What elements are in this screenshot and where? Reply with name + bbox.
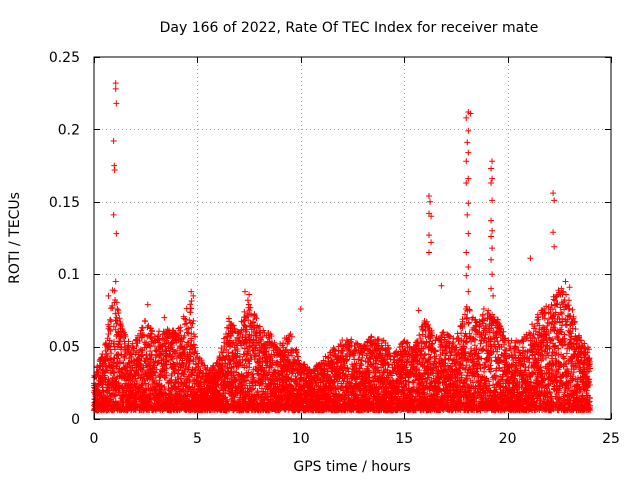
data-point <box>108 318 115 325</box>
data-point <box>140 364 147 371</box>
data-point <box>126 346 133 353</box>
data-point <box>147 348 154 355</box>
data-point <box>145 342 152 349</box>
data-point <box>368 333 375 340</box>
data-point <box>113 314 120 321</box>
data-point <box>111 338 118 345</box>
data-point <box>105 376 112 383</box>
data-point <box>96 366 103 373</box>
data-point <box>111 354 118 361</box>
data-point <box>129 340 136 347</box>
data-point <box>111 369 118 376</box>
data-point <box>138 360 145 367</box>
data-point <box>112 378 119 385</box>
data-point <box>150 377 157 384</box>
data-point <box>138 392 145 399</box>
data-point <box>136 337 143 344</box>
grid-lines <box>94 57 611 419</box>
data-point <box>104 352 111 359</box>
data-point <box>184 329 191 336</box>
data-point <box>188 305 195 312</box>
data-point <box>111 346 118 353</box>
data-point <box>106 337 113 344</box>
data-point <box>99 381 106 388</box>
data-point <box>139 325 146 332</box>
data-point <box>244 297 251 304</box>
data-point <box>115 310 122 317</box>
data-point <box>109 304 116 311</box>
data-point <box>151 370 158 377</box>
data-point <box>138 382 145 389</box>
data-point <box>148 351 155 358</box>
data-point <box>144 324 151 331</box>
data-point <box>142 318 149 325</box>
data-point <box>121 331 128 338</box>
data-point <box>181 321 188 328</box>
data-point <box>109 362 116 369</box>
data-point <box>147 325 154 332</box>
data-point <box>118 322 125 329</box>
data-point <box>116 315 123 322</box>
data-point <box>107 328 114 335</box>
data-point <box>107 316 114 323</box>
data-point <box>134 380 141 387</box>
data-point <box>99 384 106 391</box>
data-point <box>122 333 129 340</box>
data-point <box>127 384 134 391</box>
data-point <box>125 338 132 345</box>
chart-title: Day 166 of 2022, Rate Of TEC Index for r… <box>160 20 539 36</box>
data-point <box>133 342 140 349</box>
data-point <box>137 346 144 353</box>
data-point <box>108 350 115 357</box>
data-point <box>116 338 123 345</box>
data-point <box>139 381 146 388</box>
data-point <box>115 338 122 345</box>
data-point <box>147 356 154 363</box>
data-point <box>104 402 111 409</box>
data-point <box>141 377 148 384</box>
data-point <box>112 310 119 317</box>
data-point <box>113 299 120 306</box>
data-point <box>114 305 121 312</box>
data-point <box>149 328 156 335</box>
data-point <box>148 387 155 394</box>
data-points <box>90 80 594 414</box>
data-point <box>142 380 149 387</box>
data-point <box>134 370 141 377</box>
data-point <box>110 323 117 330</box>
data-point <box>245 301 252 308</box>
data-point <box>118 343 125 350</box>
data-point <box>152 347 159 354</box>
data-point <box>188 298 195 305</box>
data-point <box>120 360 127 367</box>
